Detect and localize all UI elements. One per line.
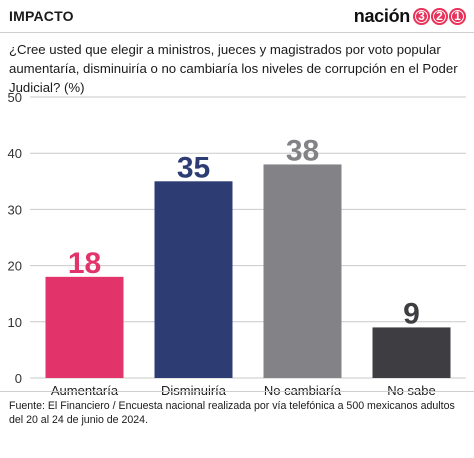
top-bar: IMPACTO nación 3 2 1 <box>0 0 474 33</box>
bar <box>154 181 233 378</box>
data-label: 35 <box>177 151 210 184</box>
data-label: 9 <box>403 297 420 330</box>
brand-logo: nación 3 2 1 <box>354 5 466 27</box>
data-label: 38 <box>286 134 319 167</box>
survey-question: ¿Cree usted que elegir a ministros, juec… <box>9 42 458 95</box>
y-tick-label: 20 <box>8 259 22 274</box>
source-note: Fuente: El Financiero / Encuesta naciona… <box>9 400 455 426</box>
footer-divider <box>0 391 474 392</box>
x-tick-label: Aumentaría <box>51 383 119 398</box>
y-tick-label: 30 <box>8 202 22 217</box>
brand-digit-2: 2 <box>431 7 448 25</box>
data-label: 18 <box>68 247 101 280</box>
section-label: IMPACTO <box>9 8 74 24</box>
y-tick-label: 10 <box>8 315 22 330</box>
x-tick-label: No cambiaría <box>264 383 342 398</box>
y-tick-label: 0 <box>15 371 22 386</box>
y-tick-label: 40 <box>8 146 22 161</box>
x-tick-label: No sabe <box>387 383 435 398</box>
bar <box>45 276 124 378</box>
bar <box>263 164 342 378</box>
x-tick-label: Disminuiría <box>161 383 227 398</box>
brand-digit-3: 1 <box>449 7 466 25</box>
y-tick-label: 50 <box>8 90 22 105</box>
brand-digit-1: 3 <box>413 7 430 25</box>
brand-text: nación <box>353 5 411 26</box>
bar <box>372 327 451 378</box>
